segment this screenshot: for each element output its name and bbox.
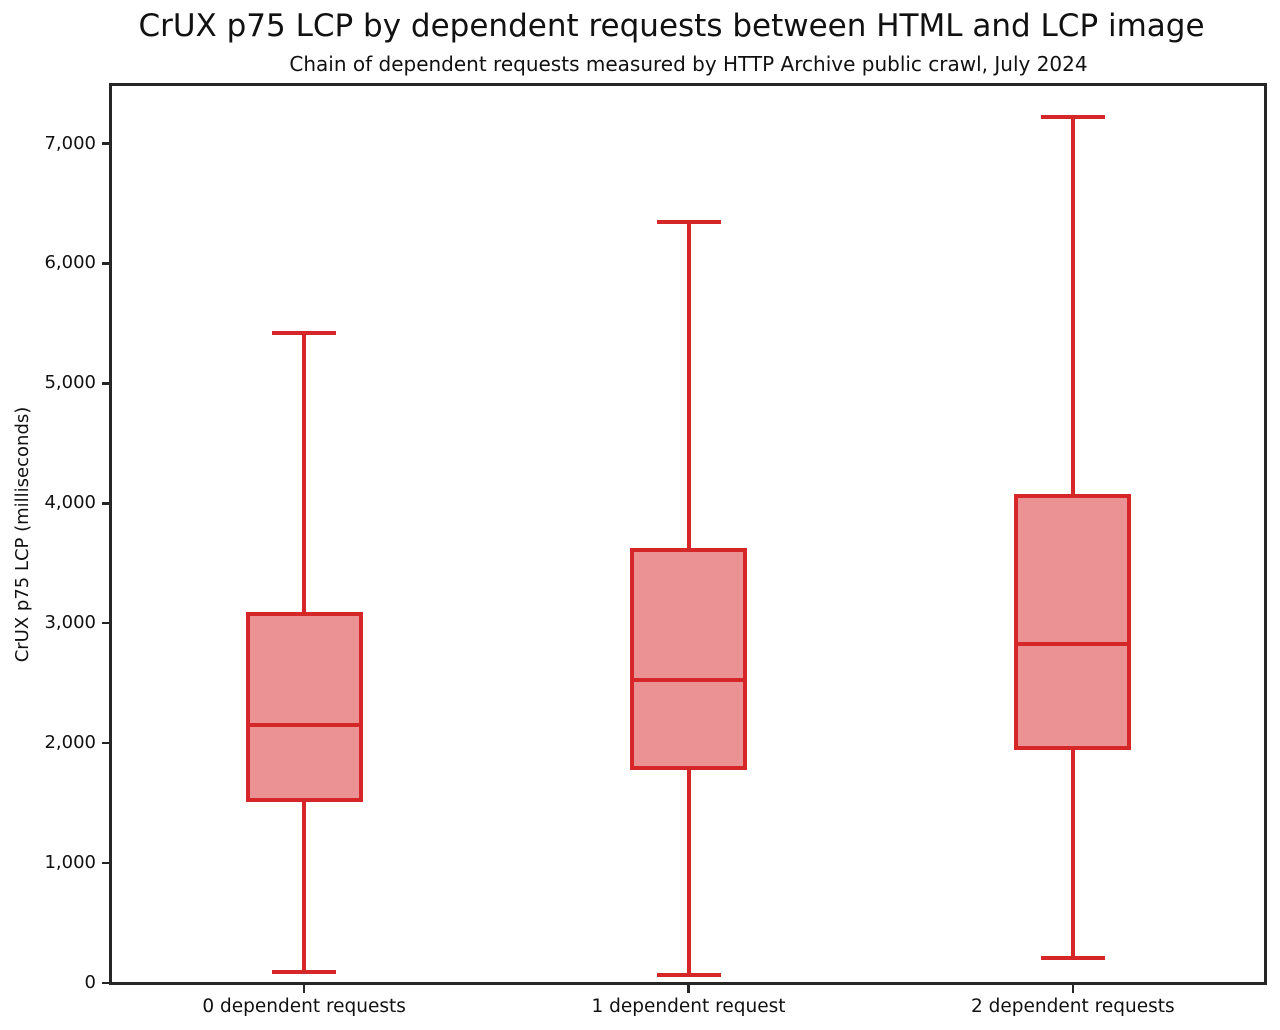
y-axis-tick-label: 7,000 xyxy=(44,132,96,154)
y-axis-tick xyxy=(102,262,111,265)
x-axis-category-label: 1 dependent request xyxy=(591,996,786,1017)
boxplot-whisker-cap xyxy=(656,973,721,978)
boxplot-median xyxy=(634,677,743,682)
x-axis-category-label: 2 dependent requests xyxy=(971,996,1175,1017)
boxplot-whisker xyxy=(686,221,691,551)
y-axis-tick xyxy=(102,142,111,145)
boxplot-box xyxy=(245,611,363,802)
y-axis-tick-label: 5,000 xyxy=(44,372,96,394)
y-axis-tick xyxy=(102,382,111,385)
boxplot-whisker-cap xyxy=(1040,114,1105,119)
x-axis-tick xyxy=(1071,984,1075,993)
y-axis-label: CrUX p75 LCP (milliseconds) xyxy=(12,406,33,663)
x-axis-category-label: 0 dependent requests xyxy=(202,996,406,1017)
y-axis-tick-label: 6,000 xyxy=(44,252,96,274)
boxplot-whisker xyxy=(1070,116,1075,497)
boxplot-whisker-cap xyxy=(272,331,337,336)
boxplot-median xyxy=(1018,641,1128,646)
y-axis-tick-label: 0 xyxy=(84,972,96,993)
y-axis-tick-label: 2,000 xyxy=(44,732,96,754)
boxplot-whisker xyxy=(302,333,307,614)
y-axis-tick xyxy=(102,861,111,865)
boxplot-whisker xyxy=(686,768,691,976)
y-axis-tick xyxy=(102,621,111,625)
x-axis-tick xyxy=(687,984,690,993)
y-axis-tick xyxy=(102,981,111,985)
boxplot-whisker-cap xyxy=(272,970,337,975)
chart-subtitle: Chain of dependent requests measured by … xyxy=(289,52,1088,76)
boxplot-box xyxy=(630,548,747,771)
boxplot-whisker-cap xyxy=(656,219,721,224)
x-axis-tick xyxy=(302,984,306,993)
boxplot-whisker xyxy=(302,799,307,973)
boxplot-whisker-cap xyxy=(1040,955,1105,960)
y-axis-tick-label: 1,000 xyxy=(44,852,96,874)
boxplot-median xyxy=(249,723,359,728)
y-axis-tick-label: 4,000 xyxy=(44,492,96,514)
chart-title: CrUX p75 LCP by dependent requests betwe… xyxy=(138,8,1205,44)
y-axis-tick-label: 3,000 xyxy=(44,612,96,634)
y-axis-tick xyxy=(102,741,111,745)
y-axis-tick xyxy=(102,502,111,505)
boxplot-box xyxy=(1014,494,1132,750)
boxplot-whisker xyxy=(1070,747,1075,958)
